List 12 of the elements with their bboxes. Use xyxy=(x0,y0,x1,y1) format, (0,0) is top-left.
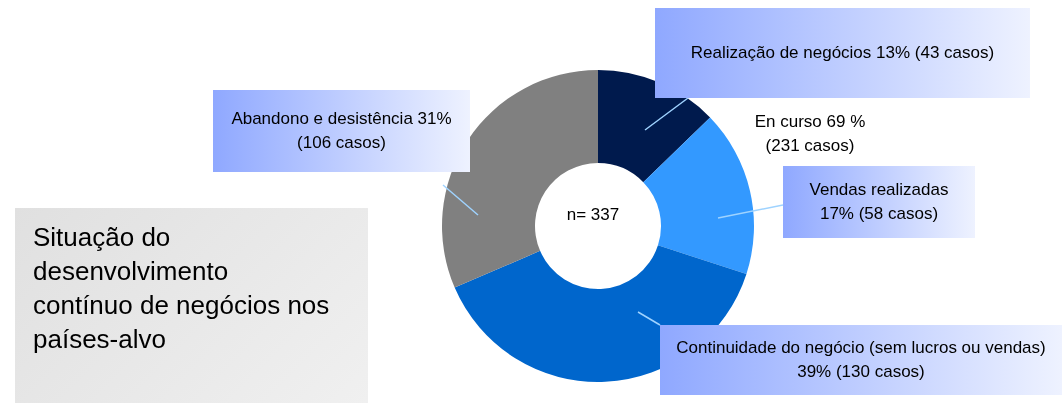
text: Situação do desenvolvimento contínuo de negócios nos países-alvo xyxy=(33,221,331,356)
data-label: 39% (130 casos) xyxy=(797,362,925,381)
donut-slice xyxy=(643,117,754,274)
slice-label: Realização de negócios xyxy=(690,43,872,62)
data-label: 17% (58 casos) xyxy=(819,204,939,223)
text: n= 337 xyxy=(565,204,621,226)
text: En curso 69 % (231 casos) xyxy=(753,111,867,157)
slice-label: Abandono e desistência xyxy=(231,109,413,128)
slice-label: Continuidade do negócio (sem lucros ou vendas) xyxy=(676,338,1046,357)
data-label: 13% (43 casos) xyxy=(876,43,995,62)
donut-slice xyxy=(598,70,711,183)
slice-label: Vendas realizadas xyxy=(809,180,949,199)
